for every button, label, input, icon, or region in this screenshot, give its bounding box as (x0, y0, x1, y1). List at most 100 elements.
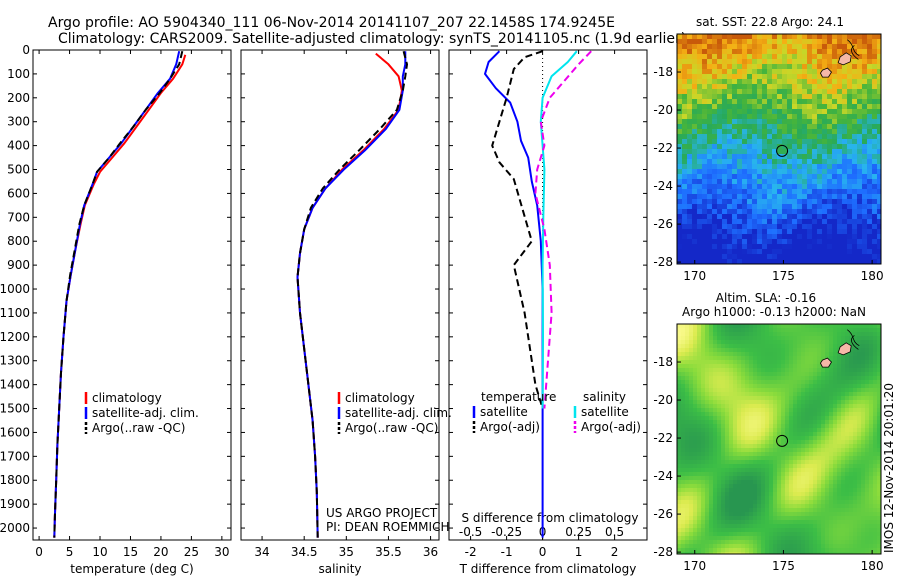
map-cell (727, 129, 733, 135)
map-cell (749, 372, 754, 377)
map-cell (687, 49, 693, 55)
map-cell (687, 259, 693, 264)
map-cell (861, 416, 866, 421)
map-cell (782, 94, 788, 100)
map-cell (777, 364, 782, 369)
map-cell (727, 74, 733, 80)
map-cell (822, 149, 828, 155)
sla-map-title: Altim. SLA: -0.16 (716, 291, 816, 305)
map-cell (781, 328, 786, 333)
map-cell (777, 408, 782, 413)
map-cell (872, 249, 878, 255)
map-cell (701, 492, 706, 497)
map-cell (797, 436, 802, 441)
map-cell (753, 328, 758, 333)
map-cell (782, 59, 788, 65)
map-cell (753, 344, 758, 349)
map-cell (761, 476, 766, 481)
map-cell (849, 380, 854, 385)
map-cell (777, 384, 782, 389)
map-cell (872, 94, 878, 100)
map-cell (817, 204, 823, 210)
map-cell (862, 224, 868, 230)
map-cell (821, 436, 826, 441)
map-cell (762, 59, 768, 65)
map-cell (821, 444, 826, 449)
map-cell (797, 254, 803, 260)
map-cell (693, 524, 698, 529)
map-cell (792, 209, 798, 215)
map-cell (753, 536, 758, 541)
map-cell (821, 424, 826, 429)
map-cell (789, 348, 794, 353)
map-cell (757, 372, 762, 377)
map-cell (785, 520, 790, 525)
map-cell (687, 224, 693, 230)
map-cell (773, 444, 778, 449)
map-cell (872, 109, 878, 115)
map-cell (817, 500, 822, 505)
map-cell (681, 432, 686, 437)
map-cell (785, 360, 790, 365)
map-cell (873, 520, 878, 525)
map-cell (789, 460, 794, 465)
map-cell (782, 74, 788, 80)
map-cell (785, 408, 790, 413)
map-cell (829, 512, 834, 517)
map-cell (769, 448, 774, 453)
map-cell (792, 189, 798, 195)
map-cell (837, 99, 843, 105)
map-cell (862, 234, 868, 240)
map-cell (712, 169, 718, 175)
map-cell (777, 332, 782, 337)
map-cell (737, 249, 743, 255)
map-cell (772, 199, 778, 205)
map-cell (742, 74, 748, 80)
map-cell (733, 524, 738, 529)
map-y-tick-label: -20 (653, 103, 673, 117)
map-cell (827, 39, 833, 45)
map-cell (705, 340, 710, 345)
map-cell (877, 34, 881, 40)
map-cell (701, 332, 706, 337)
map-cell (792, 79, 798, 85)
map-cell (833, 444, 838, 449)
map-cell (722, 149, 728, 155)
map-cell (761, 432, 766, 437)
map-cell (817, 340, 822, 345)
map-cell (772, 179, 778, 185)
map-cell (781, 440, 786, 445)
map-cell (741, 484, 746, 489)
map-cell (841, 460, 846, 465)
map-cell (687, 174, 693, 180)
map-cell (805, 344, 810, 349)
map-cell (837, 324, 842, 329)
map-cell (877, 384, 881, 389)
map-cell (873, 404, 878, 409)
map-cell (802, 49, 808, 55)
map-cell (737, 219, 743, 225)
map-cell (741, 480, 746, 485)
map-cell (862, 219, 868, 225)
map-cell (765, 324, 770, 329)
map-cell (733, 540, 738, 545)
map-cell (742, 234, 748, 240)
map-cell (793, 344, 798, 349)
map-cell (817, 432, 822, 437)
map-cell (681, 480, 686, 485)
map-cell (677, 544, 682, 549)
map-cell (697, 79, 703, 85)
map-cell (849, 496, 854, 501)
map-cell (781, 332, 786, 337)
map-cell (705, 332, 710, 337)
map-cell (847, 239, 853, 245)
map-cell (761, 364, 766, 369)
map-cell (772, 174, 778, 180)
map-cell (853, 352, 858, 357)
map-cell (797, 229, 803, 235)
map-cell (749, 368, 754, 373)
map-cell (757, 84, 763, 90)
map-cell (842, 214, 848, 220)
map-cell (782, 224, 788, 230)
map-cell (813, 376, 818, 381)
